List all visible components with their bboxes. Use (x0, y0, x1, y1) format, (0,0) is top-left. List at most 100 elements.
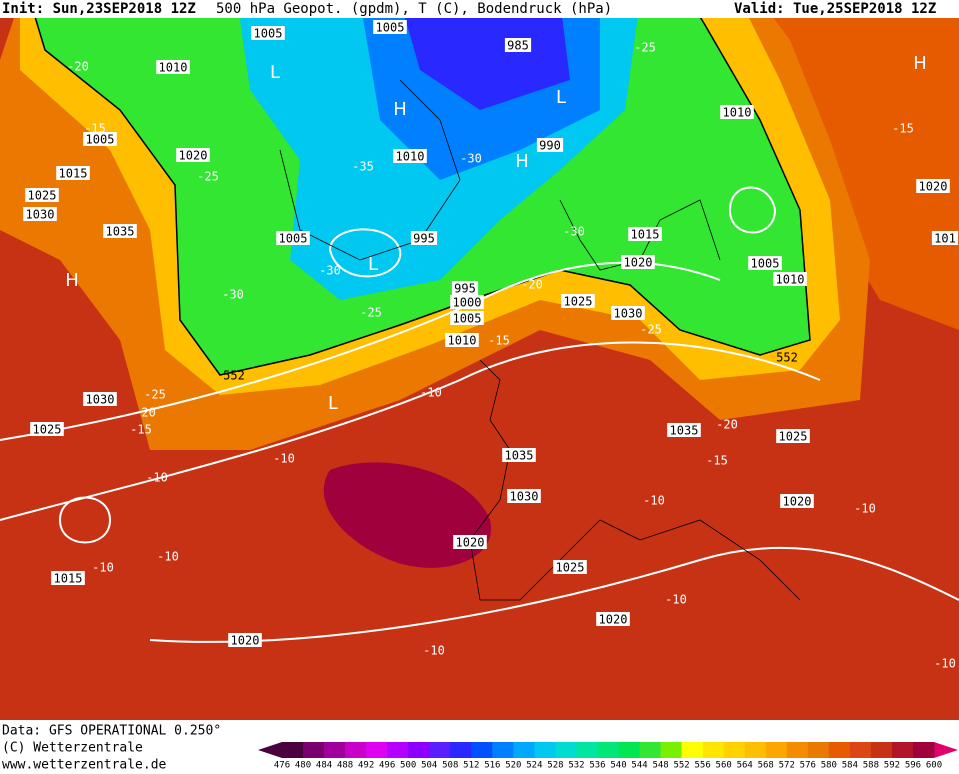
colorbar-bin (828, 742, 851, 758)
pressure-center: L (556, 87, 566, 108)
isobar-label: 1005 (453, 312, 482, 326)
isobar-label: 1025 (28, 189, 57, 203)
colorbar-bin (555, 742, 577, 758)
colorbar-bin (471, 742, 493, 758)
isobar-label-box (25, 188, 59, 202)
colorbar-end (934, 742, 958, 758)
coastline (469, 359, 801, 601)
colorbar-tick-label: 524 (526, 761, 542, 771)
isotherm-label: -20 (716, 418, 738, 432)
isotherm-label: -10 (665, 593, 687, 607)
contour (728, 186, 777, 234)
map-title: 500 hPa Geopot. (gpdm), T (C), Bodendruc… (216, 1, 612, 17)
isobar-label: 1005 (86, 133, 115, 147)
isobar-label: 1015 (54, 572, 83, 586)
isobar-label: 1000 (453, 296, 482, 310)
isotherm-label: -15 (488, 334, 510, 348)
colorbar-tick-label: 504 (421, 761, 437, 771)
colorbar-bin (765, 742, 788, 758)
pressure-center: H (515, 151, 529, 172)
isotherm-label: -10 (854, 502, 876, 516)
isobar-label: 1030 (26, 208, 55, 222)
isobar-label-box (373, 20, 407, 34)
isotherm-label: -10 (420, 386, 442, 400)
isotherm-label: -25 (640, 323, 662, 337)
isobar-label: 1005 (751, 257, 780, 271)
isotherm-label: -25 (144, 388, 166, 402)
isotherm-label: -10 (643, 494, 665, 508)
isotherm-label: -10 (92, 561, 114, 575)
isotherm-label: -35 (352, 160, 374, 174)
isobar-label: 1025 (779, 430, 808, 444)
colorbar-bin (891, 742, 914, 758)
isobar-label-box (83, 132, 117, 146)
isobar-label: 985 (507, 39, 529, 53)
isotherm-label: -25 (197, 170, 219, 184)
isobar-label: 1030 (614, 307, 643, 321)
colorbar-bin (786, 742, 809, 758)
field-dark (323, 462, 492, 568)
isobar-label-box (56, 166, 90, 180)
field-deep-blue (400, 0, 570, 110)
isobar-label-box (611, 306, 645, 320)
colorbar-tick-label: 484 (316, 761, 332, 771)
field-orange (600, 0, 959, 330)
isobar-label: 1010 (723, 106, 752, 120)
isobar-label: 1020 (599, 613, 628, 627)
pressure-center: L (270, 62, 280, 83)
colorbar-bin (702, 742, 725, 758)
colorbar-tick-label: 540 (610, 761, 626, 771)
colorbar-bin (681, 742, 704, 758)
colorbar-tick-label: 548 (652, 761, 668, 771)
colorbar-bin (534, 742, 556, 758)
isotherm-label: -10 (934, 657, 956, 671)
colorbar-bin (345, 742, 367, 758)
colorbar-tick-label: 596 (905, 761, 921, 771)
colorbar-tick-label: 496 (379, 761, 395, 771)
isobar-label: 1020 (231, 634, 260, 648)
isobar-label-box (176, 148, 210, 162)
isotherm-label: -25 (360, 306, 382, 320)
isotherm-label: -30 (563, 225, 585, 239)
isobar-label: 1020 (624, 256, 653, 270)
colorbar-tick-label: 572 (779, 761, 795, 771)
isobar-label: 1030 (86, 393, 115, 407)
isobar-label: 1020 (783, 495, 812, 509)
isotherm-label: -25 (634, 41, 656, 55)
isobar-label-box (561, 294, 595, 308)
data-source: Data: GFS OPERATIONAL 0.250° (2, 724, 221, 739)
isobar-label: 1025 (33, 423, 62, 437)
isobar-label-box (504, 38, 532, 52)
colorbar-bin (912, 742, 935, 758)
isotherm-label: -20 (67, 60, 89, 74)
colorbar-bin (513, 742, 535, 758)
contour (0, 341, 821, 521)
isobar-label-box (23, 207, 57, 221)
isobar-label-box (553, 560, 587, 574)
isobar-label-box (507, 489, 541, 503)
colorbar-tick-label: 580 (821, 761, 837, 771)
isobar-label: 1025 (556, 561, 585, 575)
isotherm-label: -15 (84, 122, 106, 136)
isotherm-label: -15 (706, 454, 728, 468)
isobar-label: 995 (413, 232, 435, 246)
copyright: (C) Wetterzentrale (2, 741, 143, 756)
isobar-label: 1035 (505, 449, 534, 463)
colorbar-tick-label: 568 (758, 761, 774, 771)
geopotential-label: 552 (776, 351, 798, 365)
colorbar-bin (744, 742, 767, 758)
contour (58, 496, 112, 544)
isobar-label: 1005 (279, 232, 308, 246)
colorbar-tick-label: 592 (884, 761, 900, 771)
isobar-label-box (502, 448, 536, 462)
isobar-label: 1020 (919, 180, 948, 194)
isobar-label: 101 (934, 232, 956, 246)
pressure-center: H (393, 99, 407, 120)
colorbar-tick-label: 508 (442, 761, 458, 771)
colorbar-tick-label: 584 (842, 761, 858, 771)
isobar-label-box (720, 105, 754, 119)
isotherm-label: -30 (222, 288, 244, 302)
contour (328, 228, 402, 278)
isobar-label: 1010 (776, 273, 805, 287)
